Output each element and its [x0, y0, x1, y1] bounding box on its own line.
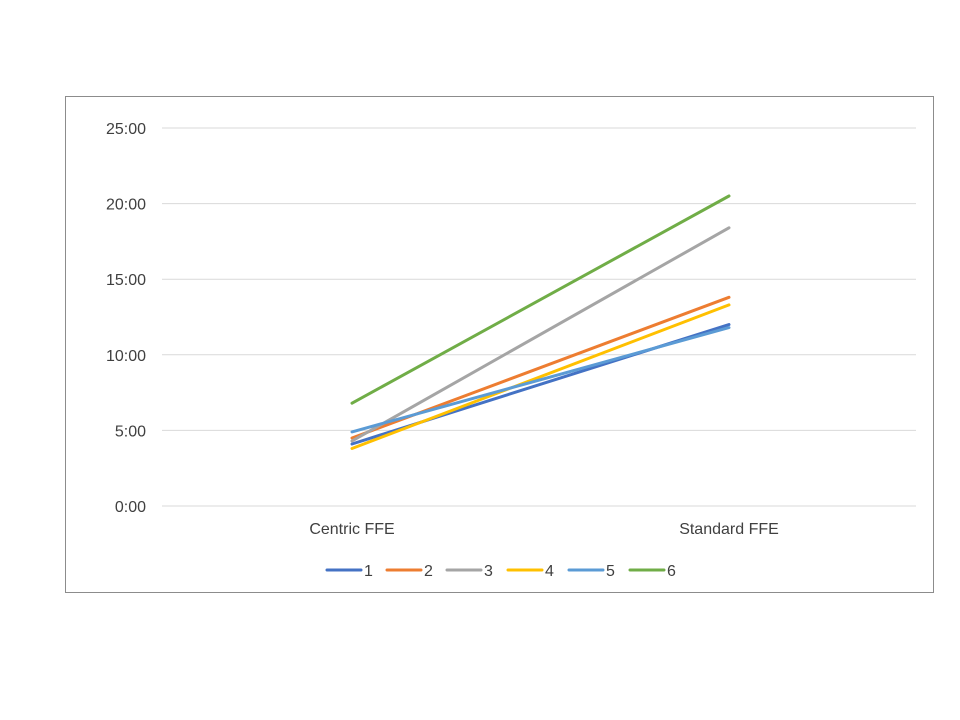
series-line [350, 326, 731, 434]
y-tick-label: 10:00 [106, 348, 146, 365]
legend-label: 5 [606, 563, 615, 580]
legend-label: 1 [364, 563, 373, 580]
y-tick-label: 0:00 [115, 499, 146, 516]
chart-area [65, 96, 934, 593]
legend-label: 3 [484, 563, 493, 580]
legend-label: 2 [424, 563, 433, 580]
series-line [350, 226, 731, 443]
x-tick-label: Standard FFE [679, 521, 779, 538]
y-tick-label: 15:00 [106, 272, 146, 289]
legend-label: 4 [545, 563, 554, 580]
series-line [350, 194, 731, 405]
legend-label: 6 [667, 563, 676, 580]
series-line [350, 303, 731, 450]
x-tick-label: Centric FFE [309, 521, 394, 538]
y-tick-label: 5:00 [115, 423, 146, 440]
y-tick-label: 20:00 [106, 197, 146, 214]
y-tick-label: 25:00 [106, 121, 146, 138]
